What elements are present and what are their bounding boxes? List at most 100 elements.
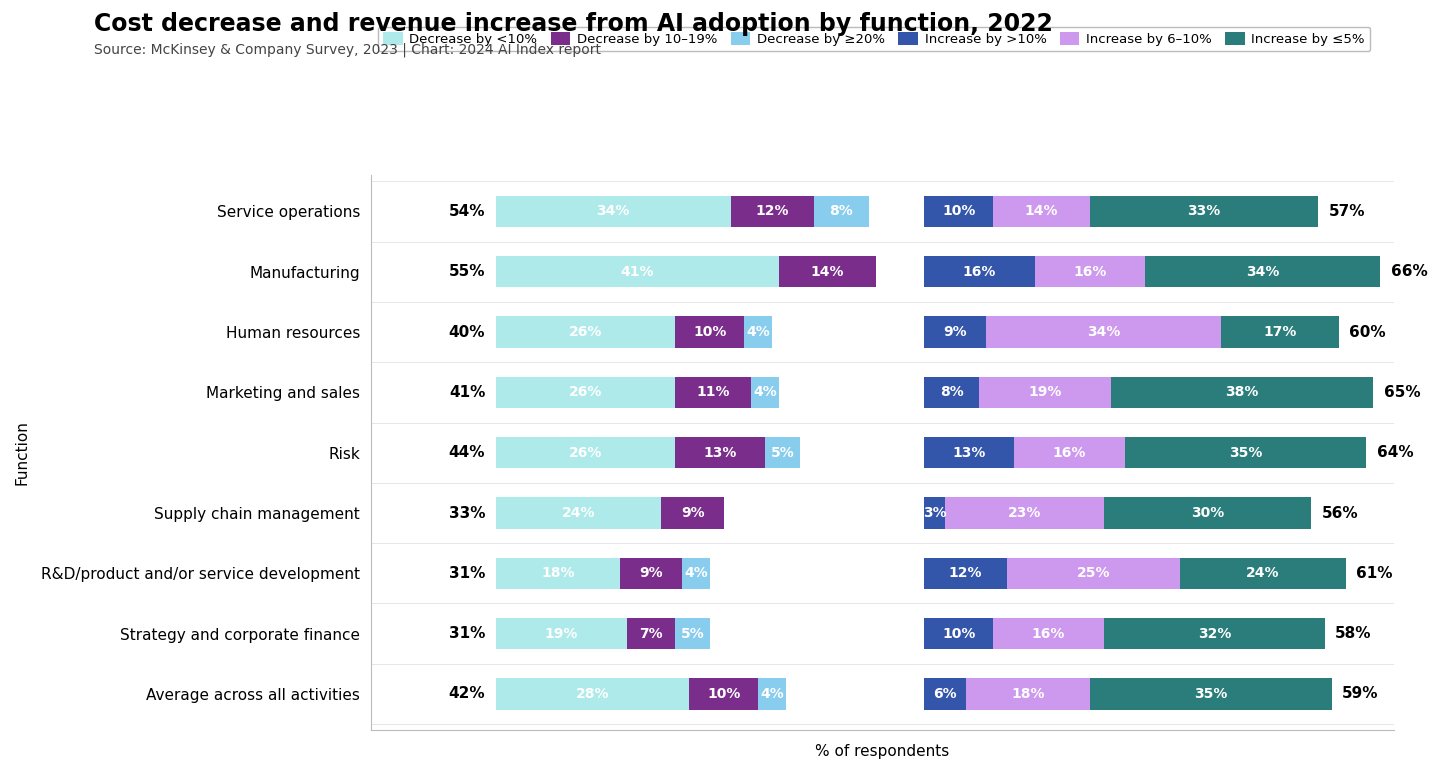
Bar bbox=[496, 437, 675, 468]
Bar bbox=[496, 498, 662, 529]
Bar bbox=[994, 196, 1090, 227]
Text: 38%: 38% bbox=[1226, 385, 1259, 399]
Text: 8%: 8% bbox=[829, 204, 854, 218]
Text: 10%: 10% bbox=[942, 627, 975, 641]
Bar bbox=[662, 498, 724, 529]
Text: 41%: 41% bbox=[448, 385, 486, 400]
Bar bbox=[924, 437, 1014, 468]
Text: 34%: 34% bbox=[597, 204, 630, 218]
Bar bbox=[813, 196, 868, 227]
Text: 31%: 31% bbox=[448, 626, 486, 641]
Text: 11%: 11% bbox=[696, 385, 730, 399]
Text: 8%: 8% bbox=[940, 385, 963, 399]
Bar bbox=[675, 437, 766, 468]
Text: 5%: 5% bbox=[770, 446, 795, 460]
Bar bbox=[1125, 437, 1367, 468]
Bar bbox=[1103, 498, 1311, 529]
Text: 3%: 3% bbox=[923, 506, 946, 520]
Text: 28%: 28% bbox=[575, 687, 609, 701]
Text: 66%: 66% bbox=[1390, 264, 1428, 279]
X-axis label: % of respondents: % of respondents bbox=[816, 744, 950, 759]
Text: 26%: 26% bbox=[568, 446, 603, 460]
Bar bbox=[496, 196, 731, 227]
Legend: Decrease by <10%, Decrease by 10–19%, Decrease by ≥20%, Increase by >10%, Increa: Decrease by <10%, Decrease by 10–19%, De… bbox=[378, 26, 1370, 51]
Bar bbox=[1103, 618, 1325, 649]
Text: 6%: 6% bbox=[933, 687, 956, 701]
Bar bbox=[675, 618, 709, 649]
Bar bbox=[675, 317, 744, 348]
Text: 14%: 14% bbox=[810, 265, 844, 279]
Text: 23%: 23% bbox=[1008, 506, 1041, 520]
Bar bbox=[731, 196, 813, 227]
Text: 44%: 44% bbox=[448, 445, 486, 461]
Text: 65%: 65% bbox=[1384, 385, 1420, 400]
Bar bbox=[1014, 437, 1125, 468]
Text: 30%: 30% bbox=[1191, 506, 1224, 520]
Text: 64%: 64% bbox=[1377, 445, 1413, 461]
Text: 18%: 18% bbox=[541, 567, 574, 580]
Bar bbox=[682, 557, 709, 589]
Text: 40%: 40% bbox=[448, 324, 486, 340]
Text: 26%: 26% bbox=[568, 325, 603, 339]
Text: 24%: 24% bbox=[1246, 567, 1279, 580]
Text: 9%: 9% bbox=[639, 567, 663, 580]
Bar bbox=[1035, 256, 1145, 287]
Bar bbox=[779, 256, 875, 287]
Bar bbox=[1090, 196, 1318, 227]
Text: 10%: 10% bbox=[707, 687, 740, 701]
Bar bbox=[496, 618, 627, 649]
Y-axis label: Function: Function bbox=[14, 420, 30, 485]
Text: 13%: 13% bbox=[952, 446, 986, 460]
Text: 4%: 4% bbox=[747, 325, 770, 339]
Text: 55%: 55% bbox=[448, 264, 486, 279]
Text: 19%: 19% bbox=[1028, 385, 1061, 399]
Text: 12%: 12% bbox=[949, 567, 982, 580]
Bar bbox=[496, 317, 675, 348]
Bar bbox=[766, 437, 800, 468]
Bar bbox=[924, 377, 979, 408]
Bar bbox=[924, 678, 966, 710]
Text: 18%: 18% bbox=[1011, 687, 1044, 701]
Bar bbox=[979, 377, 1110, 408]
Bar bbox=[924, 196, 994, 227]
Bar bbox=[620, 557, 682, 589]
Text: 59%: 59% bbox=[1343, 687, 1379, 701]
Text: 5%: 5% bbox=[681, 627, 705, 641]
Bar bbox=[496, 377, 675, 408]
Text: 35%: 35% bbox=[1229, 446, 1262, 460]
Bar bbox=[986, 317, 1221, 348]
Text: 32%: 32% bbox=[1198, 627, 1231, 641]
Text: 35%: 35% bbox=[1194, 687, 1227, 701]
Bar bbox=[496, 256, 779, 287]
Text: 9%: 9% bbox=[681, 506, 704, 520]
Text: 33%: 33% bbox=[1187, 204, 1220, 218]
Bar bbox=[496, 557, 620, 589]
Text: 17%: 17% bbox=[1263, 325, 1296, 339]
Text: 34%: 34% bbox=[1087, 325, 1120, 339]
Text: 9%: 9% bbox=[943, 325, 968, 339]
Text: 57%: 57% bbox=[1328, 204, 1366, 219]
Bar bbox=[689, 678, 758, 710]
Text: 7%: 7% bbox=[639, 627, 663, 641]
Text: 41%: 41% bbox=[620, 265, 655, 279]
Text: 42%: 42% bbox=[448, 687, 486, 701]
Bar bbox=[1180, 557, 1345, 589]
Text: 12%: 12% bbox=[756, 204, 789, 218]
Bar bbox=[924, 498, 945, 529]
Text: 16%: 16% bbox=[963, 265, 996, 279]
Text: 24%: 24% bbox=[562, 506, 596, 520]
Text: 4%: 4% bbox=[753, 385, 777, 399]
Text: 14%: 14% bbox=[1025, 204, 1058, 218]
Bar bbox=[924, 317, 986, 348]
Bar bbox=[627, 618, 675, 649]
Text: 16%: 16% bbox=[1073, 265, 1106, 279]
Text: Cost decrease and revenue increase from AI adoption by function, 2022: Cost decrease and revenue increase from … bbox=[94, 12, 1053, 36]
Bar bbox=[924, 618, 994, 649]
Text: 25%: 25% bbox=[1077, 567, 1110, 580]
Text: 56%: 56% bbox=[1321, 505, 1358, 520]
Bar bbox=[675, 377, 751, 408]
Text: 16%: 16% bbox=[1032, 627, 1066, 641]
Bar bbox=[1007, 557, 1180, 589]
Text: 54%: 54% bbox=[448, 204, 486, 219]
Bar bbox=[744, 317, 771, 348]
